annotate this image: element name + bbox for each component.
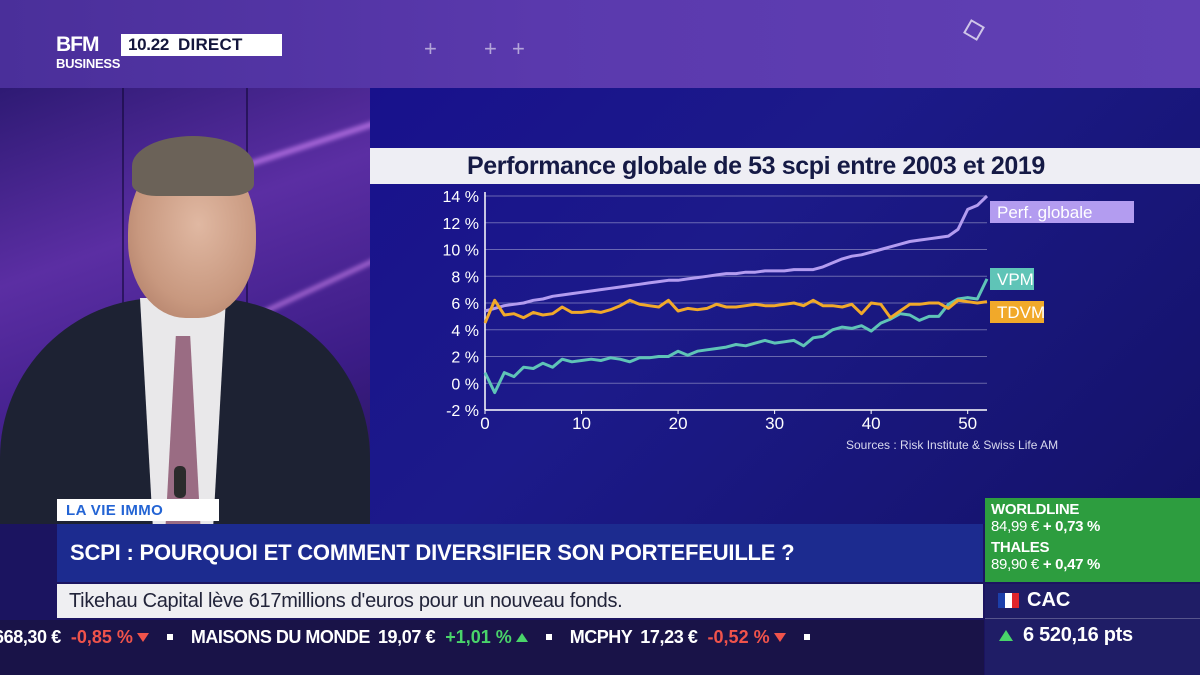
ticker-item: MCPHY 17,23 € -0,52 % xyxy=(570,627,786,648)
ticker-bottom-band xyxy=(0,654,984,675)
ticker-separator xyxy=(803,634,810,640)
up-arrow-icon xyxy=(999,630,1013,641)
index-name: CAC xyxy=(1027,589,1071,611)
y-tick-label: 10 % xyxy=(443,243,479,260)
plus-decor-icon: + xyxy=(484,36,497,61)
series-line-vpm xyxy=(483,278,989,395)
y-tick-label: 6 % xyxy=(451,296,479,313)
diamond-decor-icon xyxy=(963,19,985,41)
line-chart: -2 % 0 % 2 % 4 % 6 % 8 % 10 % 12 % 14 % 0 10 20 30 40… xyxy=(443,189,1134,433)
ticker-price: 668,30 € xyxy=(0,626,61,647)
ticker-separator xyxy=(545,634,552,640)
x-tick-label: 50 xyxy=(958,414,977,433)
legend-label: TDVM xyxy=(997,303,1045,322)
x-tick-label: 20 xyxy=(669,414,688,433)
legend-badge xyxy=(990,268,1034,290)
ticker-name: MCPHY xyxy=(569,626,633,647)
lapel-microphone xyxy=(174,466,186,498)
business-logo-text: BUSINESS xyxy=(56,56,121,71)
chart-panel: Performance globale de 53 scpi entre 200… xyxy=(370,88,1200,524)
y-tick-label: 14 % xyxy=(443,189,479,206)
x-tick-label: 10 xyxy=(572,414,591,433)
headline-bar: SCPI : POURQUOI ET COMMENT DIVERSIFIER S… xyxy=(57,524,983,582)
stock-ticker: 668,30 € -0,85 % MAISONS DU MONDE 19,07 … xyxy=(0,620,984,654)
y-tick-label: 8 % xyxy=(451,269,479,286)
index-box: CAC 6 520,16 pts xyxy=(985,584,1200,675)
x-tick-label: 30 xyxy=(765,414,784,433)
ticker-separator xyxy=(166,634,173,640)
chart-title-strip: Performance globale de 53 scpi entre 200… xyxy=(370,148,1200,184)
top-bar: BFM BUSINESS 10.22 DIRECT + + + xyxy=(0,0,1200,88)
chart-source: Sources : Risk Institute & Swiss Life AM xyxy=(846,438,1059,452)
stock-name: WORLDLINE xyxy=(991,501,1080,518)
plus-decor-icon: + xyxy=(512,36,525,61)
y-tick-label: 2 % xyxy=(451,350,479,367)
subtitle-bar: Tikehau Capital lève 617millions d'euros… xyxy=(57,584,983,618)
up-arrow-icon xyxy=(515,632,528,642)
series-line-perf-globale xyxy=(484,194,989,313)
stock-quote: 84,99 € + 0,73 % xyxy=(991,518,1200,535)
stock-price: 89,90 € xyxy=(991,556,1039,573)
y-tick-label: -2 % xyxy=(446,403,479,420)
chart-title: Performance globale de 53 scpi entre 200… xyxy=(467,151,1045,180)
ticker-item: MAISONS DU MONDE 19,07 € +1,01 % xyxy=(191,627,528,648)
y-tick-label: 0 % xyxy=(451,376,479,393)
guest-hair xyxy=(132,136,254,196)
legend-label: Perf. globale xyxy=(997,203,1092,222)
stock-quote: 89,90 € + 0,47 % xyxy=(991,556,1200,573)
ticker-price: 19,07 € xyxy=(377,626,436,647)
studio-camera-view xyxy=(0,88,370,524)
legend-label: VPM xyxy=(997,270,1034,289)
stocks-box: WORLDLINE 84,99 € + 0,73 % THALES 89,90 … xyxy=(985,498,1200,582)
divider xyxy=(985,618,1200,619)
ticker-price: 17,23 € xyxy=(640,626,698,647)
down-arrow-icon xyxy=(773,632,786,642)
bfm-logo: BFM xyxy=(56,33,99,56)
series-line-tdvm xyxy=(483,298,988,324)
ticker-change: +1,01 % xyxy=(445,626,512,647)
stock-price: 84,99 € xyxy=(991,518,1039,535)
headline: SCPI : POURQUOI ET COMMENT DIVERSIFIER S… xyxy=(70,540,795,565)
legend-badge xyxy=(990,201,1134,223)
clock-time: 10.22 xyxy=(128,35,170,54)
ticker-change: -0,52 % xyxy=(707,626,770,647)
category-tag: LA VIE IMMO xyxy=(57,499,219,521)
stock-name: THALES xyxy=(991,539,1050,556)
y-tick-label: 12 % xyxy=(443,216,479,233)
legend-badge xyxy=(990,301,1044,323)
live-label: DIRECT xyxy=(178,35,243,54)
category-label: LA VIE IMMO xyxy=(66,501,164,519)
subtitle: Tikehau Capital lève 617millions d'euros… xyxy=(69,589,623,612)
plus-decor-icon: + xyxy=(424,36,437,61)
x-tick-label: 0 xyxy=(480,414,489,433)
down-arrow-icon xyxy=(136,632,149,642)
index-value: 6 520,16 pts xyxy=(1023,624,1133,646)
x-tick-label: 40 xyxy=(862,414,881,433)
live-clock-badge: 10.22 DIRECT xyxy=(121,34,282,56)
ticker-name: MAISONS DU MONDE xyxy=(190,626,371,647)
y-tick-label: 4 % xyxy=(451,323,479,340)
french-flag-icon xyxy=(998,593,1019,608)
ticker-item: 668,30 € -0,85 % xyxy=(0,627,149,648)
ticker-change: -0,85 % xyxy=(70,626,133,647)
stock-change: + 0,73 % xyxy=(1042,518,1101,535)
stock-change: + 0,47 % xyxy=(1042,556,1101,573)
